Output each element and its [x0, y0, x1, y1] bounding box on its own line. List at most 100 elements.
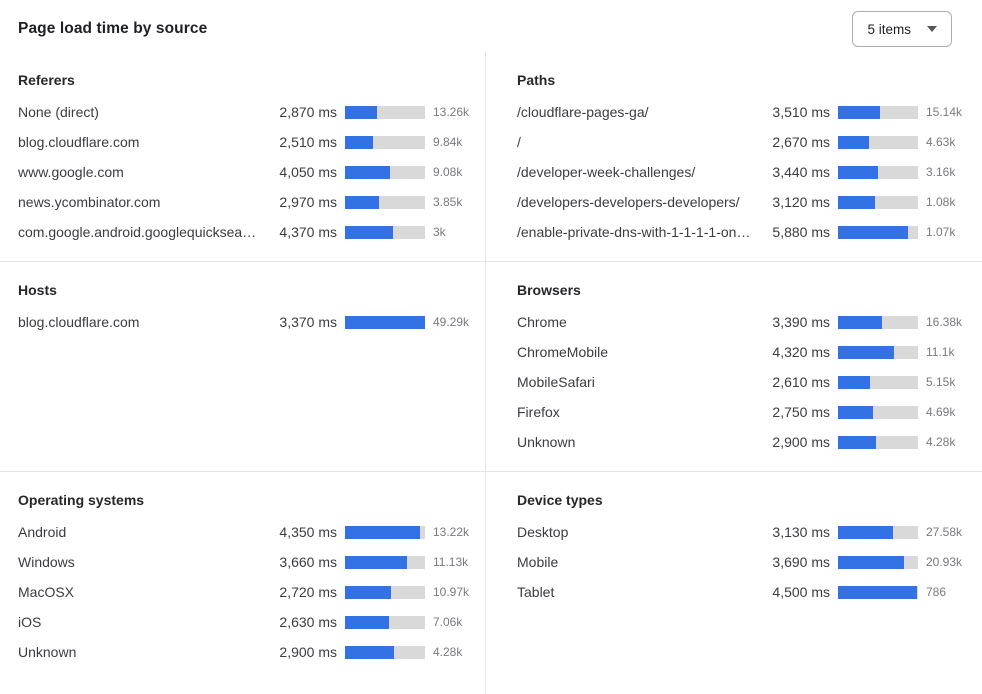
bar-fill	[838, 435, 876, 449]
row-label: None (direct)	[18, 104, 99, 120]
chart-row: /enable-private-dns-with-1-1-1-1-on-... 5…	[517, 217, 968, 247]
row-label: /developer-week-challenges/	[517, 164, 696, 180]
row-count: 1.07k	[926, 225, 956, 239]
bar-fill	[345, 615, 389, 629]
chart-row: news.ycombinator.com 2,970 ms 3.85k	[18, 187, 475, 217]
row-count: 4.28k	[926, 435, 956, 449]
panel-title: Operating systems	[18, 492, 145, 508]
bar-fill	[345, 135, 373, 149]
bar-fill	[838, 225, 908, 239]
row-ms-value: 3,510 ms	[772, 104, 830, 120]
row-count: 16.38k	[926, 315, 963, 329]
row-label: /	[517, 134, 521, 150]
bar-track	[345, 195, 425, 209]
bar-fill	[838, 585, 918, 599]
bar-track	[345, 315, 425, 329]
row-label: Chrome	[517, 314, 567, 330]
row-label: com.google.android.googlequicksearc...	[18, 224, 259, 240]
row-count: 13.26k	[433, 105, 470, 119]
panel-operating-systems: Operating systems Android 4,350 ms 13.22k Wi…	[0, 472, 485, 694]
bar-fill	[345, 195, 379, 209]
chart-row: Mobile 3,690 ms 20.93k	[517, 547, 968, 577]
bar-track	[345, 135, 425, 149]
row-ms-value: 3,690 ms	[772, 554, 830, 570]
bar-fill	[345, 315, 425, 329]
row-ms-value: 3,390 ms	[772, 314, 830, 330]
row-label: blog.cloudflare.com	[18, 134, 140, 150]
panel-paths: Paths/cloudflare-pages-ga/3,510 ms 15.14k…	[485, 52, 982, 261]
row-ms-value: 2,870 ms	[279, 104, 337, 120]
bar-track	[345, 525, 425, 539]
panel-title: Paths	[517, 72, 556, 88]
bar-fill	[345, 555, 408, 569]
bar-fill	[838, 135, 870, 149]
panel-browsers: Browsers Chrome 3,390 ms 16.38k ChromeMobile…	[485, 262, 982, 471]
row-label: blog.cloudflare.com	[18, 314, 140, 330]
page-title: Page load time by source	[18, 20, 208, 37]
row-label: MobileSafari	[517, 374, 595, 390]
panel-device-types: Device types Desktop 3,130 ms 27.58k Mobile 3…	[485, 472, 982, 694]
bar-track	[345, 165, 425, 179]
row-count: 9.08k	[433, 165, 463, 179]
row-count: 20.93k	[926, 555, 963, 569]
bar-fill	[838, 315, 882, 329]
row-count: 3k	[433, 225, 446, 239]
bar-fill	[838, 345, 894, 359]
row-label: news.ycombinator.com	[18, 194, 161, 210]
chart-row: Windows 3,660 ms 11.13k	[18, 547, 475, 577]
bar-track	[345, 615, 425, 629]
row-count: 11.13k	[433, 555, 469, 569]
row-ms-value: 5,880 ms	[772, 224, 830, 240]
bar-fill	[838, 555, 904, 569]
bar-fill	[838, 165, 878, 179]
panel-title: Browsers	[517, 282, 581, 298]
row-ms-value: 2,970 ms	[279, 194, 337, 210]
row-ms-value: 3,440 ms	[772, 164, 830, 180]
row-count: 49.29k	[433, 315, 470, 329]
bar-track	[838, 405, 918, 419]
row-ms-value: 2,900 ms	[772, 434, 830, 450]
row-count: 5.15k	[926, 375, 956, 389]
panel-referers: Referers None (direct) 2,870 ms 13.26k blog.…	[0, 52, 485, 261]
row-label: Windows	[18, 554, 75, 570]
row-count: 9.84k	[433, 135, 463, 149]
section: Hosts blog.cloudflare.com 3,370 ms 49.29k Br…	[0, 261, 982, 471]
chart-row: /developers-developers-developers/3,120 …	[517, 187, 968, 217]
panels-grid: Referers None (direct) 2,870 ms 13.26k blog.…	[0, 52, 982, 694]
bar-fill	[838, 105, 881, 119]
bar-track	[838, 555, 918, 569]
card-header: Page load time by source 5 items	[0, 0, 982, 52]
bar-fill	[345, 585, 392, 599]
row-count: 4.63k	[926, 135, 956, 149]
bar-track	[345, 555, 425, 569]
row-count: 4.28k	[433, 645, 463, 659]
row-label: /cloudflare-pages-ga/	[517, 104, 649, 120]
row-label: Tablet	[517, 584, 555, 600]
chart-row: ChromeMobile 4,320 ms 11.1k	[517, 337, 968, 367]
row-label: ChromeMobile	[517, 344, 609, 360]
row-count: 27.58k	[926, 525, 963, 539]
bar-track	[838, 315, 918, 329]
bar-fill	[345, 105, 377, 119]
bar-track	[838, 345, 918, 359]
bar-fill	[345, 525, 421, 539]
row-ms-value: 2,900 ms	[279, 644, 337, 660]
row-ms-value: 3,370 ms	[279, 314, 337, 330]
chart-row: Unknown 2,900 ms 4.28k	[18, 637, 475, 667]
items-count-select[interactable]: 5 items	[852, 11, 952, 47]
bar-track	[838, 135, 918, 149]
chart-row: Unknown 2,900 ms 4.28k	[517, 427, 968, 457]
bar-track	[345, 225, 425, 239]
chart-row: MacOSX 2,720 ms 10.97k	[18, 577, 475, 607]
chart-row: /cloudflare-pages-ga/3,510 ms 15.14k	[517, 97, 968, 127]
row-ms-value: 4,500 ms	[772, 584, 830, 600]
chart-row: / 2,670 ms 4.63k	[517, 127, 968, 157]
row-ms-value: 2,720 ms	[279, 584, 337, 600]
row-count: 786	[926, 585, 947, 599]
panel-title: Hosts	[18, 282, 57, 298]
chart-row: None (direct) 2,870 ms 13.26k	[18, 97, 475, 127]
bar-track	[838, 435, 918, 449]
chart-row: com.google.android.googlequicksearc... 4,…	[18, 217, 475, 247]
bar-fill	[838, 195, 875, 209]
